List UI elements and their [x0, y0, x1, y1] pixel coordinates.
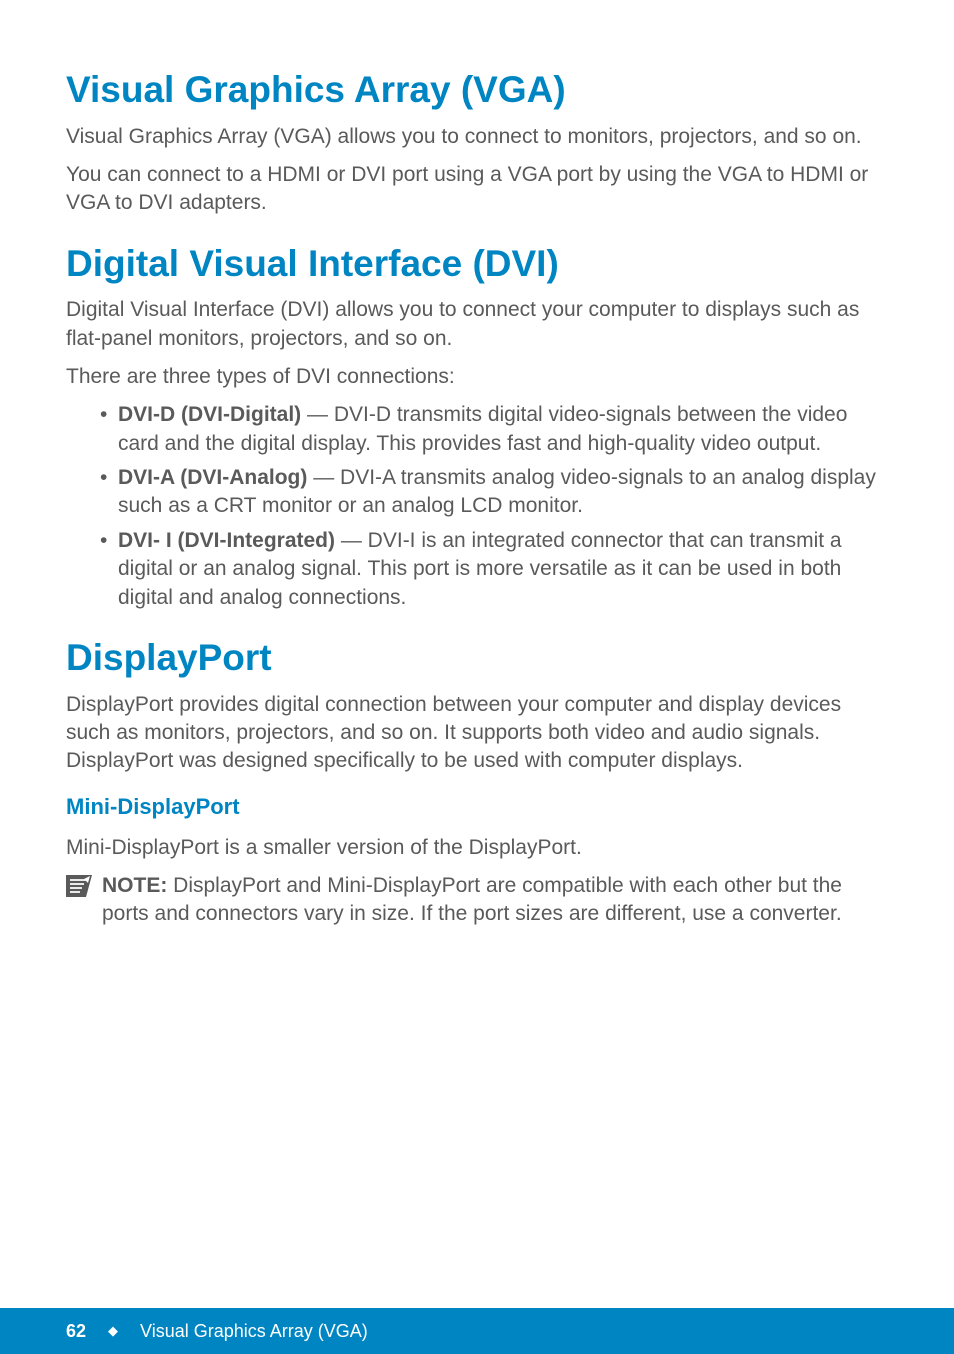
dvi-list: DVI-D (DVI-Digital) — DVI-D transmits di…	[66, 401, 888, 611]
note-body: DisplayPort and Mini-DisplayPort are com…	[102, 874, 842, 925]
para-dp-1: DisplayPort provides digital connection …	[66, 691, 888, 776]
para-dvi-2: There are three types of DVI connections…	[66, 363, 888, 391]
note-label: NOTE:	[102, 874, 167, 897]
footer-breadcrumb: Visual Graphics Array (VGA)	[140, 1321, 368, 1342]
page-content: Visual Graphics Array (VGA) Visual Graph…	[0, 0, 954, 929]
para-mini-dp-1: Mini-DisplayPort is a smaller version of…	[66, 834, 888, 862]
list-item-label: DVI- I (DVI-Integrated)	[118, 529, 335, 552]
page-footer: 62 ◆ Visual Graphics Array (VGA)	[0, 1308, 954, 1354]
note-text: NOTE: DisplayPort and Mini-DisplayPort a…	[102, 872, 888, 929]
para-vga-1: Visual Graphics Array (VGA) allows you t…	[66, 123, 888, 151]
heading-vga: Visual Graphics Array (VGA)	[66, 70, 888, 111]
para-dvi-1: Digital Visual Interface (DVI) allows yo…	[66, 296, 888, 353]
list-item: DVI-D (DVI-Digital) — DVI-D transmits di…	[100, 401, 888, 458]
page-number: 62	[66, 1321, 86, 1342]
footer-diamond-icon: ◆	[108, 1323, 118, 1339]
note-icon	[66, 875, 92, 897]
heading-dvi: Digital Visual Interface (DVI)	[66, 244, 888, 285]
list-item-label: DVI-D (DVI-Digital)	[118, 403, 301, 426]
list-item: DVI-A (DVI-Analog) — DVI-A transmits ana…	[100, 464, 888, 521]
list-item: DVI- I (DVI-Integrated) — DVI-I is an in…	[100, 527, 888, 612]
para-vga-2: You can connect to a HDMI or DVI port us…	[66, 161, 888, 218]
list-item-label: DVI-A (DVI-Analog)	[118, 466, 307, 489]
heading-displayport: DisplayPort	[66, 638, 888, 679]
subheading-mini-dp: Mini-DisplayPort	[66, 794, 888, 820]
note-block: NOTE: DisplayPort and Mini-DisplayPort a…	[66, 872, 888, 929]
